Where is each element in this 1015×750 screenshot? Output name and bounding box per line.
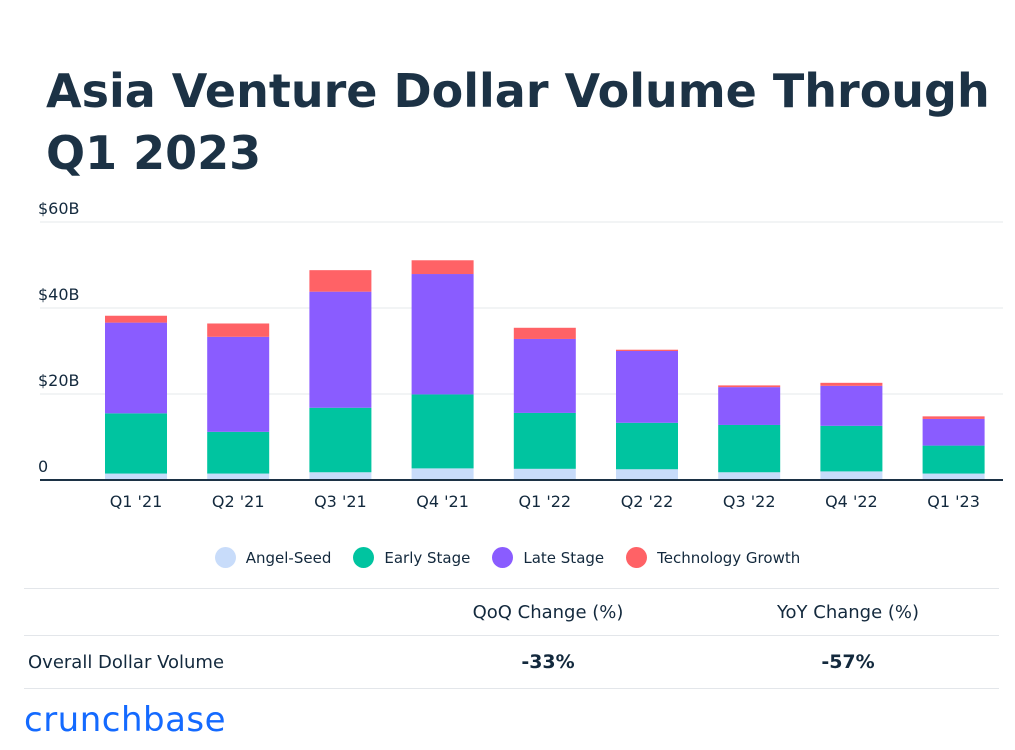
bar-segment-technology-growth <box>105 315 167 323</box>
bar-segment-technology-growth <box>207 323 270 337</box>
bar-segment-angel-seed <box>105 473 167 480</box>
legend-item-technology-growth: Technology Growth <box>626 547 800 568</box>
bar-segment-early-stage <box>309 407 372 473</box>
bar-segment-early-stage <box>820 425 883 472</box>
chart-title: Asia Venture Dollar Volume Through Q1 20… <box>46 64 990 180</box>
bar-segment-technology-growth <box>718 385 781 388</box>
legend-label: Technology Growth <box>657 548 801 567</box>
legend-label: Late Stage <box>523 548 605 567</box>
bar-segment-technology-growth <box>411 260 474 275</box>
legend-item-angel-seed: Angel-Seed <box>214 547 332 568</box>
bar-segment-angel-seed <box>820 471 883 480</box>
x-tick-label: Q1 '22 <box>518 492 571 511</box>
bar-segment-early-stage <box>411 394 474 469</box>
chart-legend: Angel-Seed Early Stage Late Stage Technolog… <box>0 547 1015 568</box>
x-tick-label: Q2 '22 <box>621 492 674 511</box>
stacked-bar-chart: 0 $20B $40B $60B Q1 '21 Q2 '21 Q3 '21 Q4 '21 Q1 … <box>38 199 1003 511</box>
legend-label: Early Stage <box>384 548 471 567</box>
bar-segment-early-stage <box>513 412 576 469</box>
bar-segment-angel-seed <box>207 473 270 480</box>
x-tick-label: Q1 '23 <box>927 492 980 511</box>
bar-segment-late-stage <box>309 291 372 408</box>
bar-segment-late-stage <box>105 322 167 414</box>
x-tick-label: Q4 '21 <box>416 492 469 511</box>
x-tick-label: Q1 '21 <box>110 492 163 511</box>
x-tick-label: Q2 '21 <box>212 492 265 511</box>
y-tick-label: $40B <box>38 285 80 304</box>
bar-segment-angel-seed <box>616 469 678 480</box>
bar-segment-early-stage <box>922 445 985 474</box>
bar-segment-late-stage <box>718 387 781 425</box>
bar-segment-late-stage <box>513 338 576 413</box>
bar-segment-technology-growth <box>820 382 883 386</box>
x-tick-label: Q3 '21 <box>314 492 367 511</box>
crunchbase-logo: crunchbase <box>24 700 227 740</box>
legend-swatch <box>492 547 514 568</box>
bar-segment-angel-seed <box>922 473 985 480</box>
bar-segment-early-stage <box>207 431 270 474</box>
bar-segment-late-stage <box>207 336 270 432</box>
legend-swatch <box>214 547 236 568</box>
legend-item-late-stage: Late Stage <box>492 547 604 568</box>
summary-table: QoQ Change (%) YoY Change (%) Overall Do… <box>24 588 999 689</box>
bar-segment-late-stage <box>616 351 678 423</box>
bar-segment-angel-seed <box>513 468 576 480</box>
bar-segment-late-stage <box>411 274 474 395</box>
bar-segment-angel-seed <box>309 472 372 480</box>
legend-item-early-stage: Early Stage <box>353 547 470 568</box>
qoq-value: -33% <box>521 651 575 673</box>
yoy-header: YoY Change (%) <box>776 601 920 623</box>
bar-segment-early-stage <box>616 422 678 470</box>
bar-segment-technology-growth <box>513 327 576 339</box>
bar-segment-angel-seed <box>411 468 474 480</box>
legend-label: Angel-Seed <box>245 548 332 567</box>
qoq-header: QoQ Change (%) <box>472 601 624 623</box>
yoy-value: -57% <box>821 651 875 673</box>
y-tick-label: $20B <box>38 371 80 390</box>
bar-segment-early-stage <box>105 413 167 474</box>
y-tick-label: $60B <box>38 199 80 218</box>
summary-data-row: Overall Dollar Volume -33% -57% <box>24 635 999 689</box>
row-label: Overall Dollar Volume <box>28 651 225 673</box>
bar-segment-technology-growth <box>616 349 678 351</box>
bar-segment-late-stage <box>820 385 883 426</box>
legend-swatch <box>353 547 375 568</box>
summary-header-row: QoQ Change (%) YoY Change (%) <box>24 588 999 635</box>
bar-segment-early-stage <box>718 424 781 473</box>
bar-segment-technology-growth <box>309 270 372 292</box>
y-tick-label: 0 <box>38 457 48 476</box>
bar-segment-late-stage <box>922 418 985 446</box>
legend-swatch <box>626 547 648 568</box>
bar-segment-technology-growth <box>922 416 985 419</box>
x-tick-label: Q3 '22 <box>723 492 776 511</box>
x-tick-label: Q4 '22 <box>825 492 878 511</box>
bar-segment-angel-seed <box>718 472 781 480</box>
